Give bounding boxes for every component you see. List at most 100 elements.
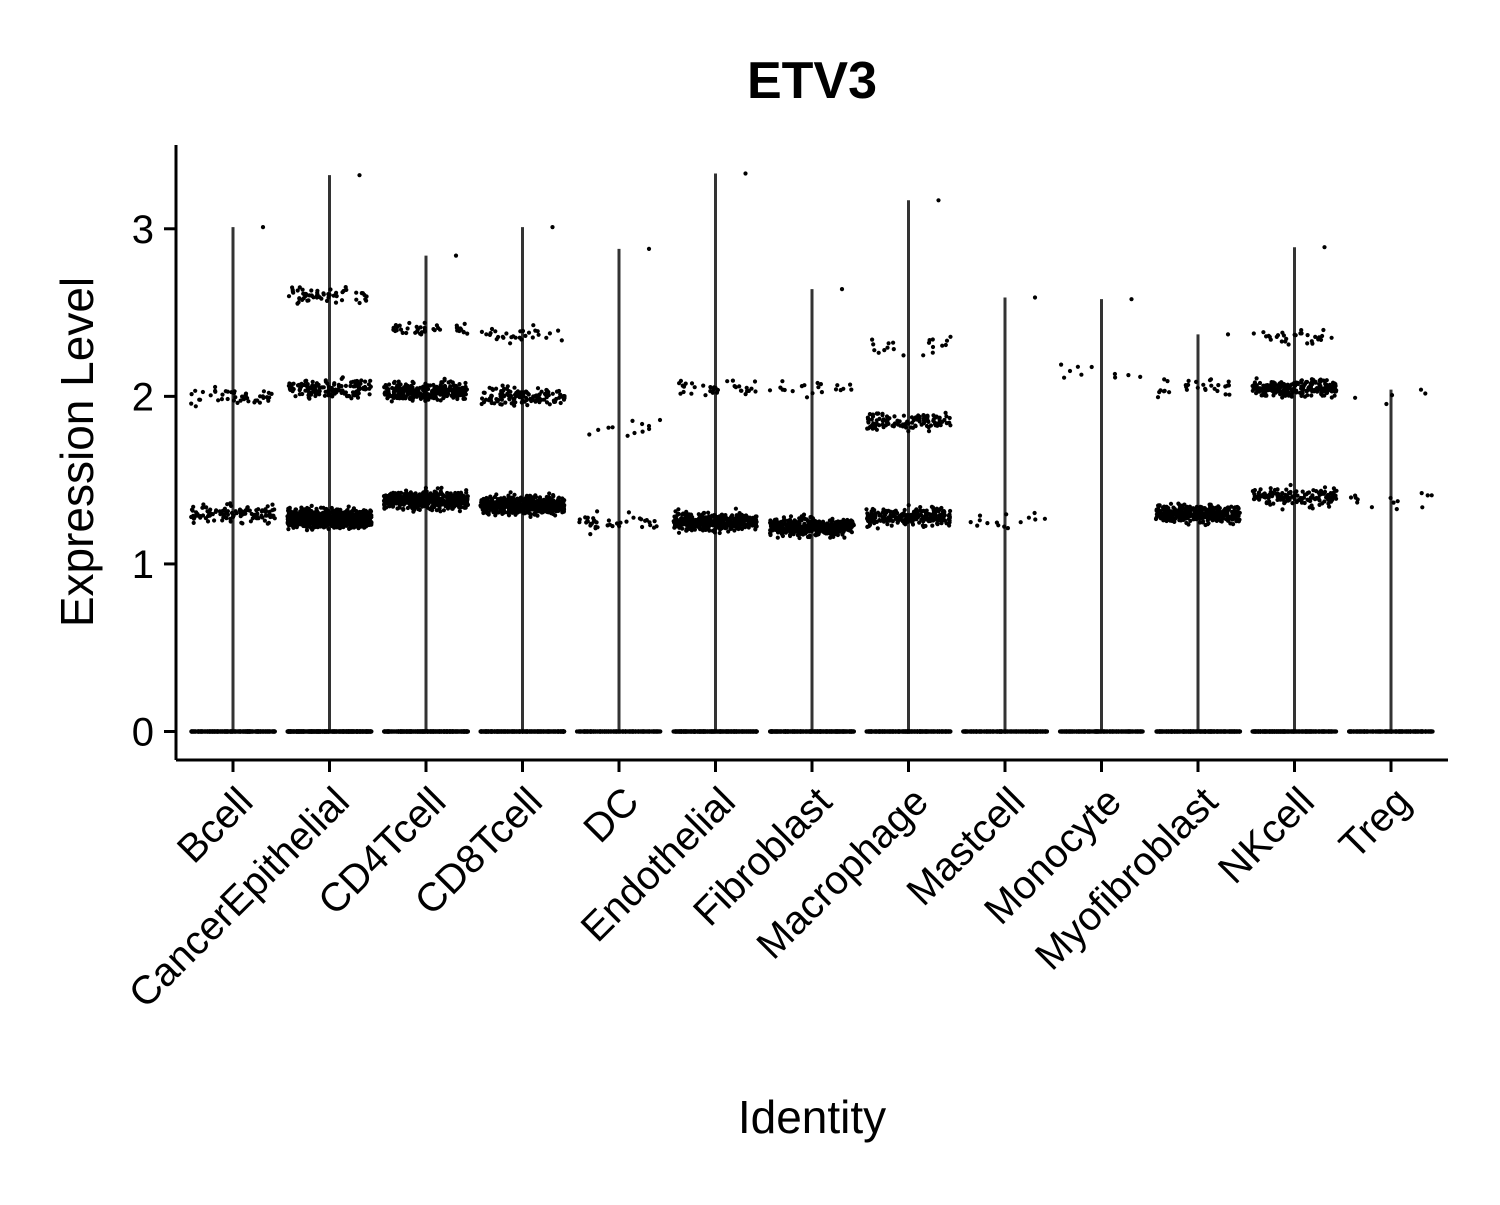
point-cd8tcell: [525, 398, 529, 402]
point-cd4tcell: [392, 396, 396, 400]
point-cancerepithelial: [347, 505, 351, 509]
point-cancerepithelial: [312, 513, 316, 517]
point-cancerepithelial: [334, 510, 338, 514]
point-cancerepithelial: [367, 513, 371, 517]
point-cancerepithelial: [325, 299, 329, 303]
point-cd4tcell: [458, 509, 462, 513]
point-cancerepithelial: [301, 524, 305, 528]
point-cd4tcell: [430, 508, 434, 512]
point-cd4tcell: [399, 328, 403, 332]
point-cancerepithelial: [350, 729, 354, 733]
point-cancerepithelial: [356, 396, 360, 400]
point-cd8tcell: [545, 495, 549, 499]
point-cd8tcell: [562, 498, 566, 502]
point-cd8tcell: [504, 331, 508, 335]
point-cd8tcell: [494, 387, 498, 391]
point-cd8tcell: [488, 386, 492, 390]
point-cancerepithelial: [341, 524, 345, 528]
point-cancerepithelial: [368, 392, 372, 396]
point-bcell: [194, 404, 198, 408]
point-bcell: [213, 389, 217, 393]
point-cd4tcell: [422, 491, 426, 495]
point-bcell: [244, 392, 248, 396]
point-cd8tcell: [551, 392, 555, 396]
point-cd4tcell: [390, 399, 394, 403]
point-cd4tcell: [400, 499, 404, 503]
point-cancerepithelial: [301, 292, 305, 296]
point-cancerepithelial: [326, 292, 330, 296]
point-cd4tcell: [451, 507, 455, 511]
point-cancerepithelial: [299, 506, 303, 510]
point-cancerepithelial: [332, 383, 336, 387]
point-cancerepithelial: [358, 301, 362, 305]
point-max-cd8tcell: [550, 225, 554, 229]
point-cd8tcell: [508, 396, 512, 400]
point-cd8tcell: [528, 502, 532, 506]
point-cd8tcell: [513, 513, 517, 517]
point-cd4tcell: [420, 497, 424, 501]
point-cd8tcell: [559, 401, 563, 405]
point-bcell: [226, 397, 230, 401]
point-cd4tcell: [440, 392, 444, 396]
point-bcell: [260, 515, 264, 519]
point-cd8tcell: [546, 501, 550, 505]
point-bcell: [193, 389, 197, 393]
point-cancerepithelial: [332, 516, 336, 520]
point-cd8tcell: [537, 333, 541, 337]
point-cancerepithelial: [310, 528, 314, 532]
point-bcell: [220, 393, 224, 397]
point-cd4tcell: [448, 497, 452, 501]
category-group-bcell: [189, 225, 277, 734]
point-max-bcell: [261, 225, 265, 229]
point-cd8tcell: [526, 391, 530, 395]
point-cd4tcell: [395, 328, 399, 332]
point-cancerepithelial: [316, 517, 320, 521]
point-cd4tcell: [419, 332, 423, 336]
point-cd4tcell: [384, 383, 388, 387]
point-cancerepithelial: [357, 513, 361, 517]
point-bcell: [262, 389, 266, 393]
point-bcell: [261, 396, 265, 400]
point-cd4tcell: [463, 505, 467, 509]
point-cd4tcell: [439, 380, 443, 384]
point-cancerepithelial: [297, 296, 301, 300]
point-cd8tcell: [484, 332, 488, 336]
point-cancerepithelial: [323, 394, 327, 398]
point-cancerepithelial: [308, 729, 312, 733]
point-cancerepithelial: [339, 517, 343, 521]
point-cancerepithelial: [322, 292, 326, 296]
point-cd4tcell: [437, 504, 441, 508]
point-cancerepithelial: [334, 301, 338, 305]
point-bcell: [189, 402, 193, 406]
point-bcell: [228, 501, 232, 505]
point-cancerepithelial: [317, 383, 321, 387]
point-cd4tcell: [418, 392, 422, 396]
point-cancerepithelial: [352, 393, 356, 397]
point-cancerepithelial: [363, 387, 367, 391]
point-cd4tcell: [421, 729, 425, 733]
category-group-cancerepithelial: [285, 173, 373, 734]
point-cd4tcell: [410, 499, 414, 503]
point-cd8tcell: [520, 400, 524, 404]
point-cd8tcell: [540, 729, 544, 733]
point-cd8tcell: [535, 506, 539, 510]
point-cancerepithelial: [287, 729, 291, 733]
point-cancerepithelial: [291, 288, 295, 292]
point-cd4tcell: [406, 326, 410, 330]
point-cd4tcell: [411, 510, 415, 514]
point-cd8tcell: [531, 323, 535, 327]
point-cd8tcell: [522, 509, 526, 513]
point-bcell: [246, 508, 250, 512]
category-group-cd4tcell: [382, 254, 470, 734]
point-cd4tcell: [404, 395, 408, 399]
point-bcell: [237, 729, 241, 733]
point-cd4tcell: [430, 729, 434, 733]
point-cancerepithelial: [357, 729, 361, 733]
point-cancerepithelial: [330, 394, 334, 398]
point-cancerepithelial: [344, 390, 348, 394]
point-cd8tcell: [510, 496, 514, 500]
point-cancerepithelial: [316, 510, 320, 514]
point-cancerepithelial: [317, 729, 321, 733]
point-cd8tcell: [554, 397, 558, 401]
point-cd8tcell: [517, 502, 521, 506]
